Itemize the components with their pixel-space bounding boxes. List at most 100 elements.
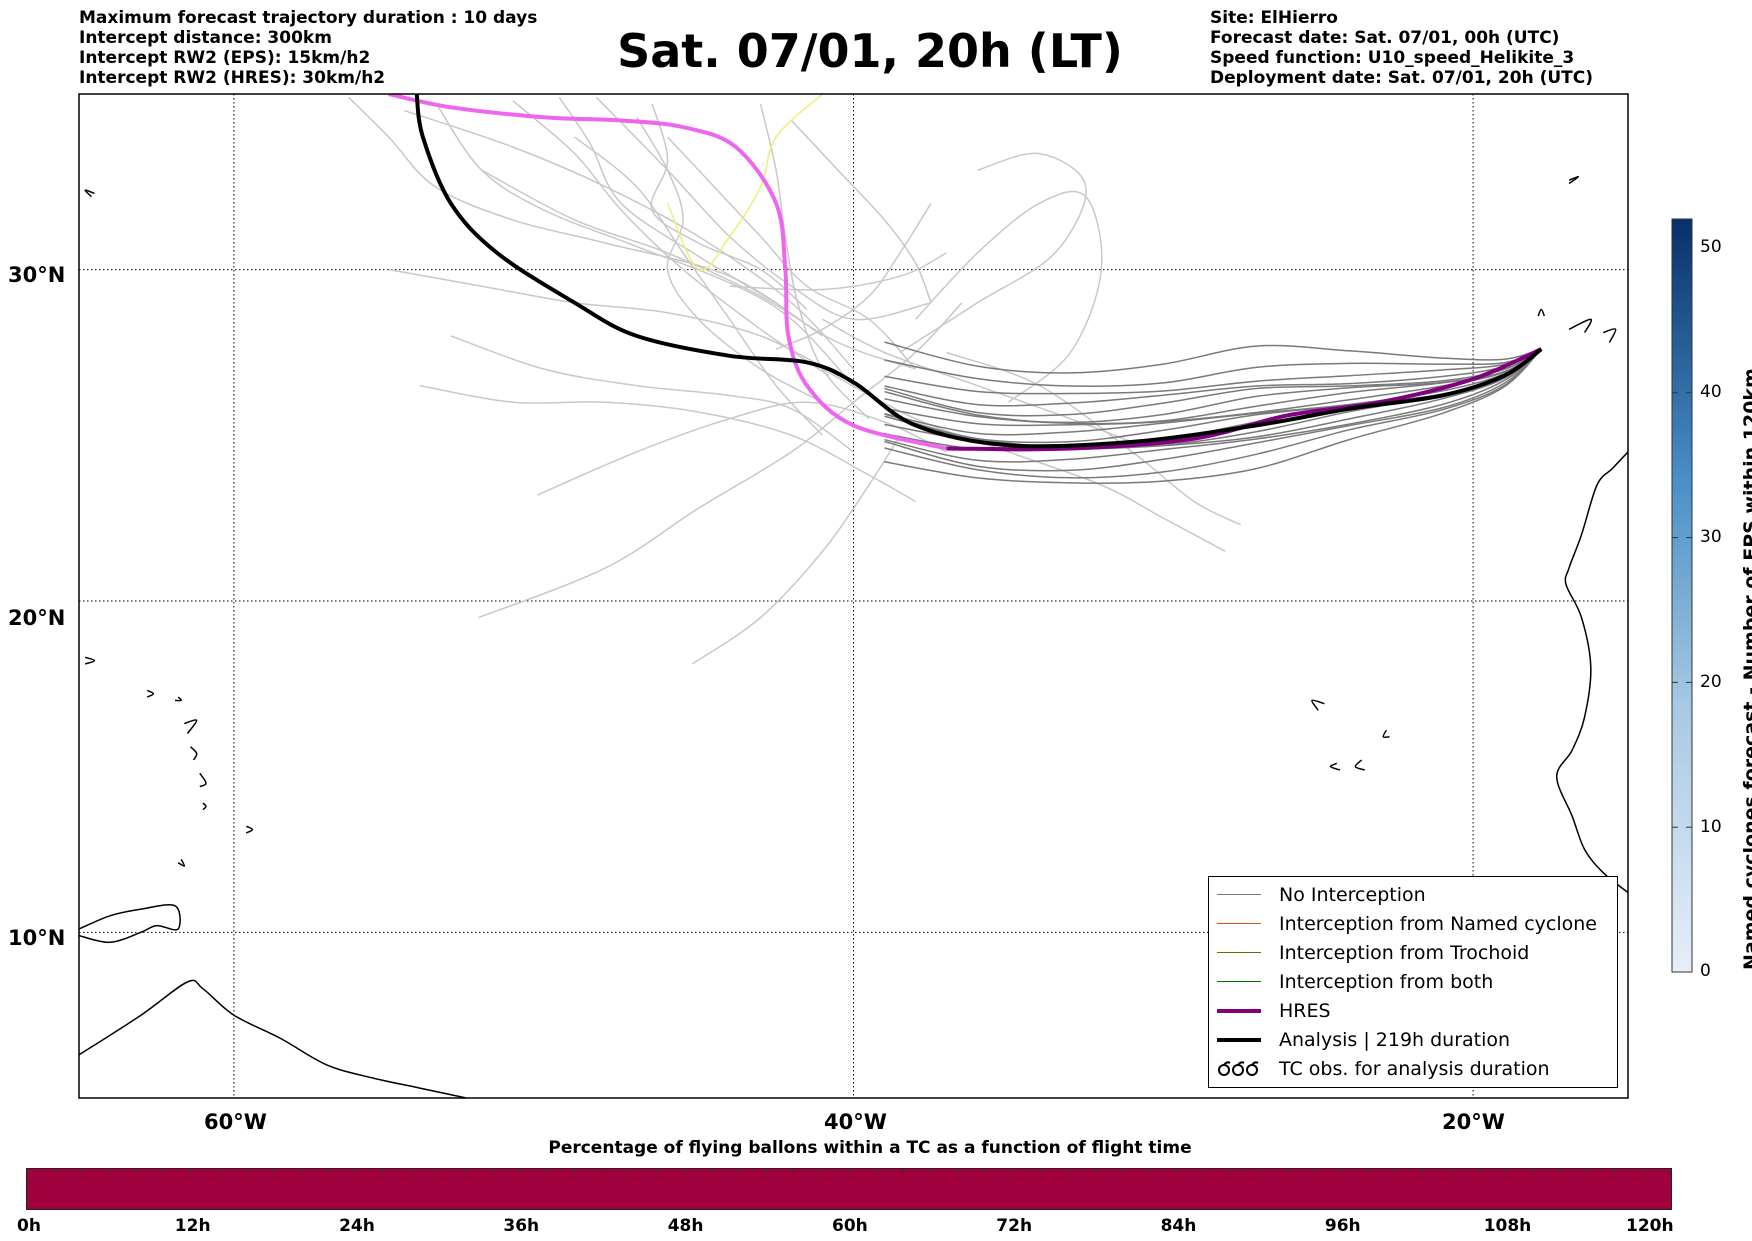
info-intercept-eps: Intercept RW2 (EPS): 15km/h2 bbox=[79, 48, 371, 68]
lon-label-20w: 20°W bbox=[1442, 1110, 1505, 1134]
percentage-bar-tick-label: 60h bbox=[832, 1216, 868, 1236]
coastline-segment bbox=[202, 802, 207, 811]
legend-label: TC obs. for analysis duration bbox=[1279, 1057, 1550, 1080]
eps-far-trajectory bbox=[388, 268, 839, 377]
eps-far-trajectory bbox=[481, 169, 916, 370]
header-info-left: Maximum forecast trajectory duration : 1… bbox=[79, 8, 537, 88]
info-deployment-date: Deployment date: Sat. 07/01, 20h (UTC) bbox=[1210, 68, 1594, 88]
coastline-segment bbox=[1602, 328, 1617, 343]
eps-far-trajectory bbox=[537, 401, 947, 496]
coastline-segment bbox=[1555, 451, 1628, 894]
hres-track bbox=[946, 347, 1543, 452]
coastline-segment bbox=[1568, 176, 1580, 185]
colorbar-tick-20: 20 bbox=[1700, 672, 1722, 692]
lon-label-40w: 40°W bbox=[824, 1110, 887, 1134]
info-intercept-distance: Intercept distance: 300km bbox=[79, 28, 332, 48]
coastline-segment bbox=[174, 696, 183, 702]
eps-no-interception-trajectory bbox=[884, 348, 1542, 417]
colorbar-ticks bbox=[1672, 247, 1692, 973]
coastline-segment bbox=[1537, 308, 1546, 317]
map-frame bbox=[78, 93, 1629, 1099]
hres-track-early bbox=[388, 94, 947, 451]
eps-far-trajectory bbox=[899, 152, 1087, 354]
tc-obs-icon bbox=[1218, 1060, 1259, 1076]
legend-label: HRES bbox=[1279, 999, 1331, 1022]
coastline-segment bbox=[177, 859, 186, 867]
eps-no-interception-trajectory bbox=[884, 348, 1542, 463]
legend: No Interception Interception from Named … bbox=[1208, 876, 1618, 1088]
percentage-bar-tick-label: 0h bbox=[17, 1216, 41, 1236]
coastline-segment bbox=[146, 689, 155, 698]
eps-far-trajectory bbox=[790, 119, 932, 304]
eps-no-interception-trajectory bbox=[884, 348, 1542, 479]
percentage-bar-tick-label: 108h bbox=[1483, 1216, 1532, 1236]
legend-item-tc-obs: TC obs. for analysis duration bbox=[1209, 1054, 1550, 1083]
coastline-segment bbox=[84, 656, 96, 665]
info-site: Site: ElHierro bbox=[1210, 8, 1338, 28]
legend-swatch bbox=[1217, 894, 1261, 895]
coastline-segment bbox=[79, 903, 181, 944]
percentage-bar-tick-label: 120h bbox=[1626, 1216, 1674, 1236]
eps-far-trajectory bbox=[574, 136, 824, 436]
percentage-bar-tick-label: 72h bbox=[996, 1216, 1033, 1236]
coastline-segment bbox=[1329, 762, 1341, 771]
page-title: Sat. 07/01, 20h (LT) bbox=[617, 24, 1123, 78]
legend-item-both: Interception from both bbox=[1209, 967, 1493, 996]
eps-far-trajectory bbox=[650, 103, 808, 310]
legend-label: Interception from Named cyclone bbox=[1279, 912, 1597, 935]
eps-far-trajectory bbox=[478, 302, 963, 619]
coastline-segment bbox=[199, 772, 207, 788]
percentage-bar-tick-label: 24h bbox=[339, 1216, 375, 1236]
eps-far-trajectory bbox=[729, 252, 947, 291]
eps-far-trajectory bbox=[558, 96, 777, 304]
eps-far-trajectory bbox=[775, 202, 932, 350]
info-forecast-date: Forecast date: Sat. 07/01, 00h (UTC) bbox=[1210, 28, 1560, 48]
colorbar-tick-0: 0 bbox=[1700, 961, 1711, 981]
info-intercept-hres: Intercept RW2 (HRES): 30km/h2 bbox=[79, 68, 386, 88]
eps-far-trajectory bbox=[512, 100, 830, 377]
coastline-segment bbox=[184, 719, 198, 734]
legend-swatch bbox=[1217, 923, 1261, 924]
eps-no-interception-trajectory bbox=[884, 348, 1542, 472]
percentage-bar-title: Percentage of flying ballons within a TC… bbox=[548, 1138, 1192, 1158]
eps-far-trajectory bbox=[822, 318, 1133, 443]
lat-label-20: 20°N bbox=[8, 606, 66, 630]
header-info-right: Site: ElHierro Forecast date: Sat. 07/01… bbox=[1210, 8, 1593, 88]
eps-far-trajectory bbox=[635, 116, 823, 403]
legend-swatch bbox=[1217, 1008, 1261, 1013]
percentage-bar-tick-label: 48h bbox=[667, 1216, 704, 1236]
percentage-bar bbox=[26, 1168, 1672, 1210]
coastline-segment bbox=[1311, 699, 1325, 711]
legend-item-trochoid: Interception from Trochoid bbox=[1209, 938, 1529, 967]
percentage-bar-tick-label: 36h bbox=[503, 1216, 540, 1236]
legend-label: Analysis | 219h duration bbox=[1279, 1028, 1511, 1051]
eps-far-trajectory bbox=[450, 335, 854, 453]
lat-label-10: 10°N bbox=[8, 926, 66, 950]
info-max-duration: Maximum forecast trajectory duration : 1… bbox=[79, 8, 538, 28]
legend-item-hres: HRES bbox=[1209, 996, 1331, 1025]
lat-label-30: 30°N bbox=[8, 263, 66, 287]
yellow-track bbox=[666, 94, 824, 272]
coastline-segment bbox=[79, 979, 467, 1098]
coastline-segment bbox=[1568, 318, 1593, 333]
eps-far-trajectory bbox=[822, 368, 1226, 552]
eps-far-trajectory bbox=[595, 96, 932, 321]
eps-no-interception-trajectory bbox=[884, 348, 1542, 407]
eps-no-interception-trajectory bbox=[884, 348, 1542, 387]
legend-swatch bbox=[1217, 981, 1261, 982]
eps-far-trajectory bbox=[437, 106, 855, 387]
coastline-segment bbox=[245, 825, 254, 834]
eps-no-interception-trajectory bbox=[884, 348, 1542, 484]
analysis-track bbox=[414, 94, 1543, 449]
legend-label: No Interception bbox=[1279, 883, 1426, 906]
lon-label-60w: 60°W bbox=[204, 1110, 267, 1134]
percentage-bar-tick-label: 84h bbox=[1160, 1216, 1197, 1236]
eps-no-interception-trajectory bbox=[884, 348, 1542, 395]
legend-item-analysis: Analysis | 219h duration bbox=[1209, 1025, 1510, 1054]
coastlines bbox=[79, 176, 1628, 1098]
coastline-segment bbox=[1382, 729, 1390, 739]
legend-label: Interception from Trochoid bbox=[1279, 941, 1530, 964]
eps-far-trajectory bbox=[404, 109, 855, 370]
